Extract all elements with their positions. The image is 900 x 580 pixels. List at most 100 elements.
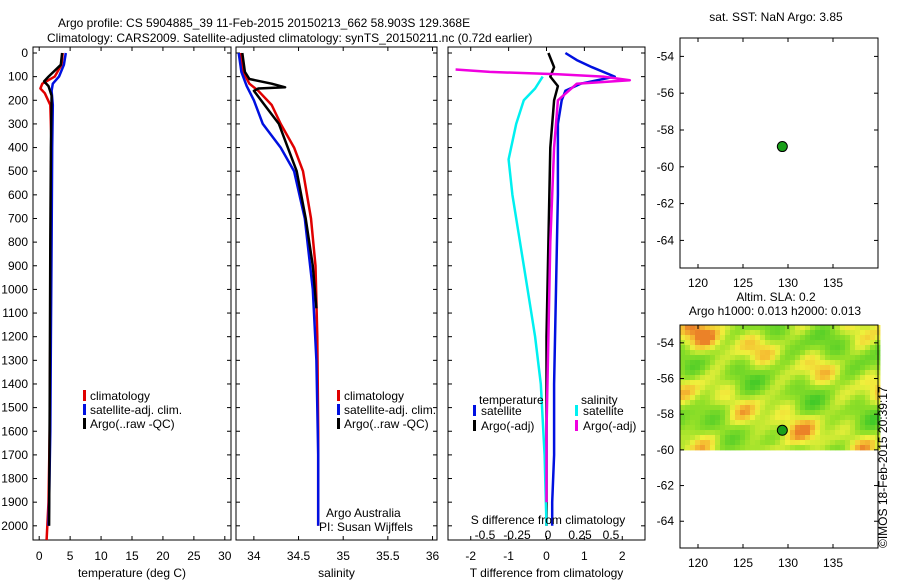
- heatmap-cell: [830, 330, 836, 336]
- heatmap-cell: [745, 330, 751, 336]
- heatmap-cell: [820, 330, 826, 336]
- heatmap-cell: [710, 395, 716, 401]
- x-tick-label: 130: [778, 276, 798, 290]
- x-tick-label: 35.5: [376, 549, 400, 563]
- heatmap-cell: [765, 400, 771, 406]
- heatmap-cell: [740, 340, 746, 346]
- heatmap-cell: [770, 365, 776, 371]
- heatmap-cell: [860, 340, 866, 346]
- heatmap-cell: [760, 335, 766, 341]
- heatmap-cell: [765, 435, 771, 441]
- heatmap-cell: [730, 425, 736, 431]
- heatmap-cell: [690, 430, 696, 436]
- heatmap-cell: [705, 375, 711, 381]
- heatmap-cell: [685, 360, 691, 366]
- heatmap-cell: [705, 430, 711, 436]
- heatmap-cell: [760, 390, 766, 396]
- heatmap-cell: [795, 375, 801, 381]
- heatmap-cell: [690, 405, 696, 411]
- heatmap-cell: [735, 445, 741, 451]
- heatmap-cell: [695, 350, 701, 356]
- heatmap-cell: [745, 385, 751, 391]
- heatmap-cell: [760, 360, 766, 366]
- heatmap-cell: [685, 430, 691, 436]
- heatmap-cell: [780, 410, 786, 416]
- legend-label: climatology: [344, 389, 404, 403]
- heatmap-cell: [825, 350, 831, 356]
- y-tick-label: 200: [8, 93, 28, 107]
- heatmap-cell: [780, 360, 786, 366]
- heatmap-cell: [815, 330, 821, 336]
- heatmap-cell: [785, 340, 791, 346]
- x-tick-label: 34: [247, 549, 261, 563]
- heatmap-cell: [740, 430, 746, 436]
- heatmap-cell: [750, 375, 756, 381]
- heatmap-cell: [805, 380, 811, 386]
- heatmap-cell: [705, 370, 711, 376]
- heatmap-cell: [735, 355, 741, 361]
- heatmap-cell: [815, 375, 821, 381]
- heatmap-cell: [770, 375, 776, 381]
- heatmap-cell: [790, 365, 796, 371]
- heatmap-cell: [720, 330, 726, 336]
- heatmap-cell: [870, 425, 876, 431]
- heatmap-cell: [680, 445, 686, 451]
- heatmap-cell: [735, 335, 741, 341]
- heatmap-cell: [760, 375, 766, 381]
- heatmap-cell: [795, 345, 801, 351]
- heatmap-cell: [795, 400, 801, 406]
- heatmap-cell: [795, 430, 801, 436]
- heatmap-cell: [745, 425, 751, 431]
- heatmap-cell: [705, 380, 711, 386]
- heatmap-cell: [735, 430, 741, 436]
- heatmap-cell: [810, 430, 816, 436]
- series-line-cyan: [507, 75, 548, 526]
- heatmap-cell: [780, 445, 786, 451]
- heatmap-cell: [745, 390, 751, 396]
- difference-panel: -2 -1 0 1 2 T difference from climatology temp…: [447, 46, 646, 580]
- heatmap-cell: [680, 335, 686, 341]
- heatmap-cell: [760, 420, 766, 426]
- heatmap-cell: [790, 420, 796, 426]
- heatmap-cell: [780, 355, 786, 361]
- heatmap-cell: [760, 425, 766, 431]
- heatmap-cell: [740, 380, 746, 386]
- heatmap-cell: [855, 370, 861, 376]
- heatmap-cell: [690, 370, 696, 376]
- heatmap-cell: [730, 345, 736, 351]
- x-tick-label: 15: [125, 549, 139, 563]
- heatmap-cell: [805, 435, 811, 441]
- heatmap-cell: [690, 345, 696, 351]
- heatmap-cell: [790, 360, 796, 366]
- x-tick-label: 35: [337, 549, 351, 563]
- heatmap-cell: [815, 425, 821, 431]
- heatmap-cell: [685, 395, 691, 401]
- heatmap-cell: [715, 350, 721, 356]
- heatmap-cell: [835, 340, 841, 346]
- heatmap-cell: [850, 420, 856, 426]
- heatmap-cell: [760, 415, 766, 421]
- heatmap-cell: [760, 330, 766, 336]
- heatmap-cell: [685, 385, 691, 391]
- heatmap-cell: [860, 355, 866, 361]
- heatmap-cell: [860, 380, 866, 386]
- x-tick-label: 1: [581, 549, 588, 563]
- heatmap-cell: [795, 360, 801, 366]
- x-tick-label: 25: [187, 549, 201, 563]
- heatmap-cell: [725, 385, 731, 391]
- heatmap-cell: [725, 335, 731, 341]
- heatmap-cell: [870, 345, 876, 351]
- heatmap-cell: [715, 370, 721, 376]
- heatmap-cell: [810, 340, 816, 346]
- heatmap-cell: [725, 370, 731, 376]
- heatmap-cell: [850, 340, 856, 346]
- heatmap-cell: [755, 355, 761, 361]
- x-top-tick-label: -0.5: [475, 528, 496, 542]
- heatmap-cell: [725, 445, 731, 451]
- heatmap-cell: [750, 425, 756, 431]
- heatmap-cell: [720, 335, 726, 341]
- heatmap-cell: [850, 410, 856, 416]
- heatmap-cell: [845, 440, 851, 446]
- heatmap-cell: [780, 390, 786, 396]
- heatmap-cell: [845, 415, 851, 421]
